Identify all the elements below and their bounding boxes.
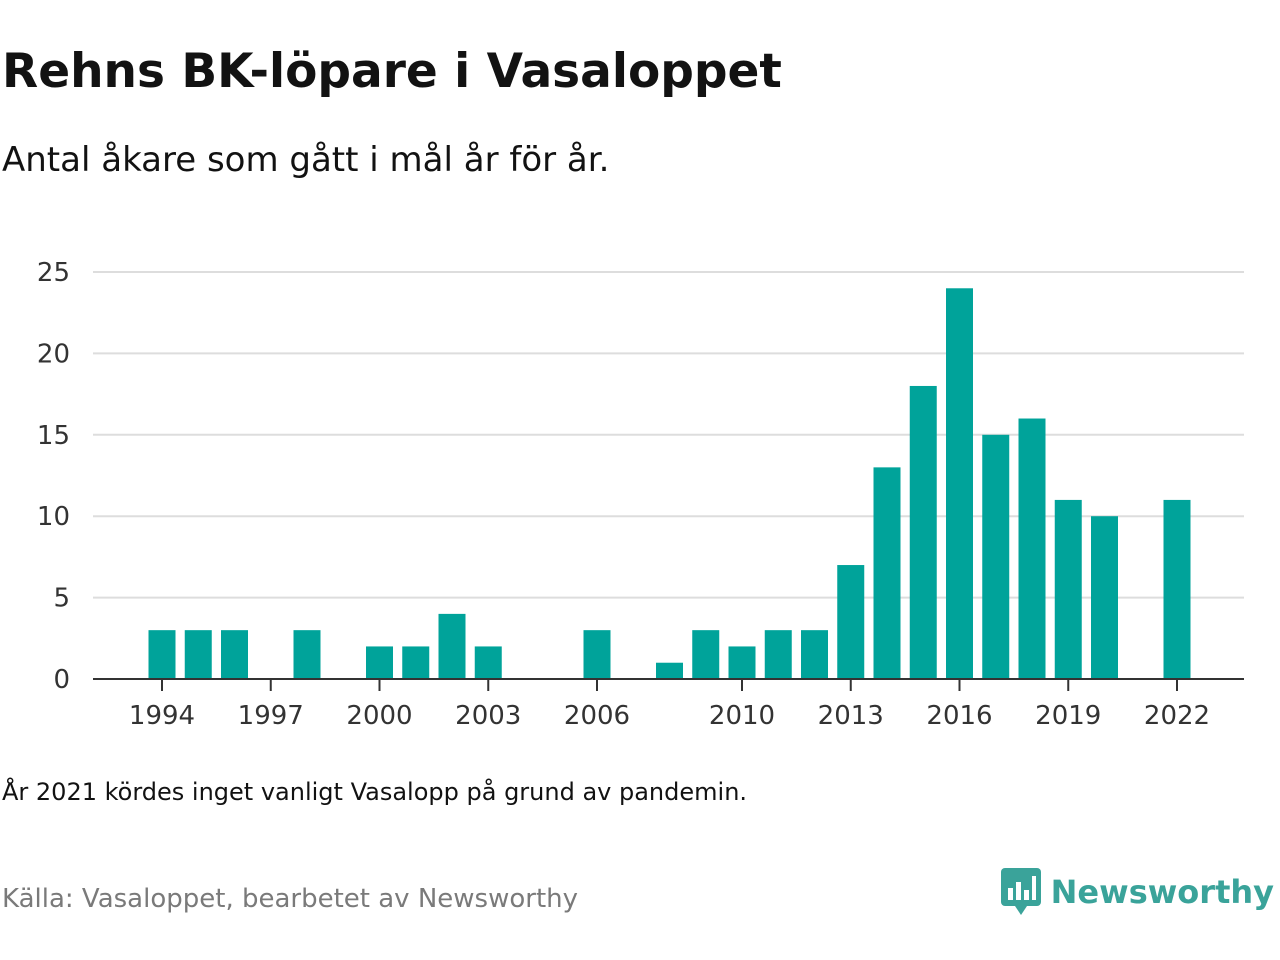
bar: [148, 630, 176, 679]
bar: [1163, 499, 1191, 679]
y-tick-label: 0: [53, 665, 70, 695]
bar-chart-speech-bubble-icon: [1000, 868, 1041, 915]
bars: [148, 288, 1191, 679]
bar: [438, 613, 466, 679]
bar: [1091, 516, 1118, 679]
bar: [366, 646, 393, 679]
brand-name: Newsworthy: [1050, 873, 1274, 911]
bar: [909, 385, 937, 679]
source-credit: Källa: Vasaloppet, bearbetet av Newswort…: [2, 884, 578, 914]
bar: [982, 434, 1010, 679]
bar: [221, 630, 248, 679]
bar: [1018, 418, 1046, 679]
x-tick-label: 2013: [818, 701, 884, 731]
axes: 0 5 10 15 20 25 1994 1997 2000 2003 2006 2010 2013 20…: [37, 258, 1244, 731]
gridlines: [93, 271, 1244, 599]
x-tick-label: 2016: [926, 701, 992, 731]
footnote: År 2021 kördes inget vanligt Vasalopp på…: [2, 778, 748, 806]
brand-logo: Newsworthy: [1000, 868, 1274, 916]
x-tick-label: 2006: [564, 701, 630, 731]
bar: [583, 630, 611, 679]
bar: [837, 565, 865, 679]
chart-subtitle: Antal åkare som gått i mål år för år.: [2, 140, 610, 180]
bar: [692, 630, 720, 679]
bar: [1054, 499, 1082, 679]
x-tick-label: 2010: [709, 701, 775, 731]
y-tick-label: 5: [53, 584, 70, 614]
x-tick-label: 2019: [1035, 701, 1101, 731]
bar: [402, 646, 430, 679]
bar: [728, 646, 756, 679]
bar: [184, 630, 212, 679]
y-tick-label: 25: [37, 258, 70, 288]
bar: [873, 467, 901, 679]
bar-chart: 0 5 10 15 20 25 1994 1997 2000 2003 2006 2010 2013 20…: [37, 258, 1244, 731]
bar: [946, 288, 973, 679]
x-tick-label: 2000: [346, 701, 412, 731]
y-tick-label: 10: [37, 502, 70, 532]
chart-title: Rehns BK-löpare i Vasaloppet: [2, 44, 782, 99]
bar: [293, 630, 321, 679]
x-tick-label: 1994: [129, 701, 195, 731]
y-tick-label: 15: [37, 421, 70, 451]
x-tick-label: 2003: [455, 701, 521, 731]
bar: [801, 630, 828, 679]
x-tick-label: 2022: [1144, 701, 1210, 731]
bar: [474, 646, 502, 679]
bar: [656, 662, 683, 679]
x-tick-label: 1997: [238, 701, 304, 731]
y-tick-label: 20: [37, 339, 70, 369]
bar: [764, 630, 792, 679]
